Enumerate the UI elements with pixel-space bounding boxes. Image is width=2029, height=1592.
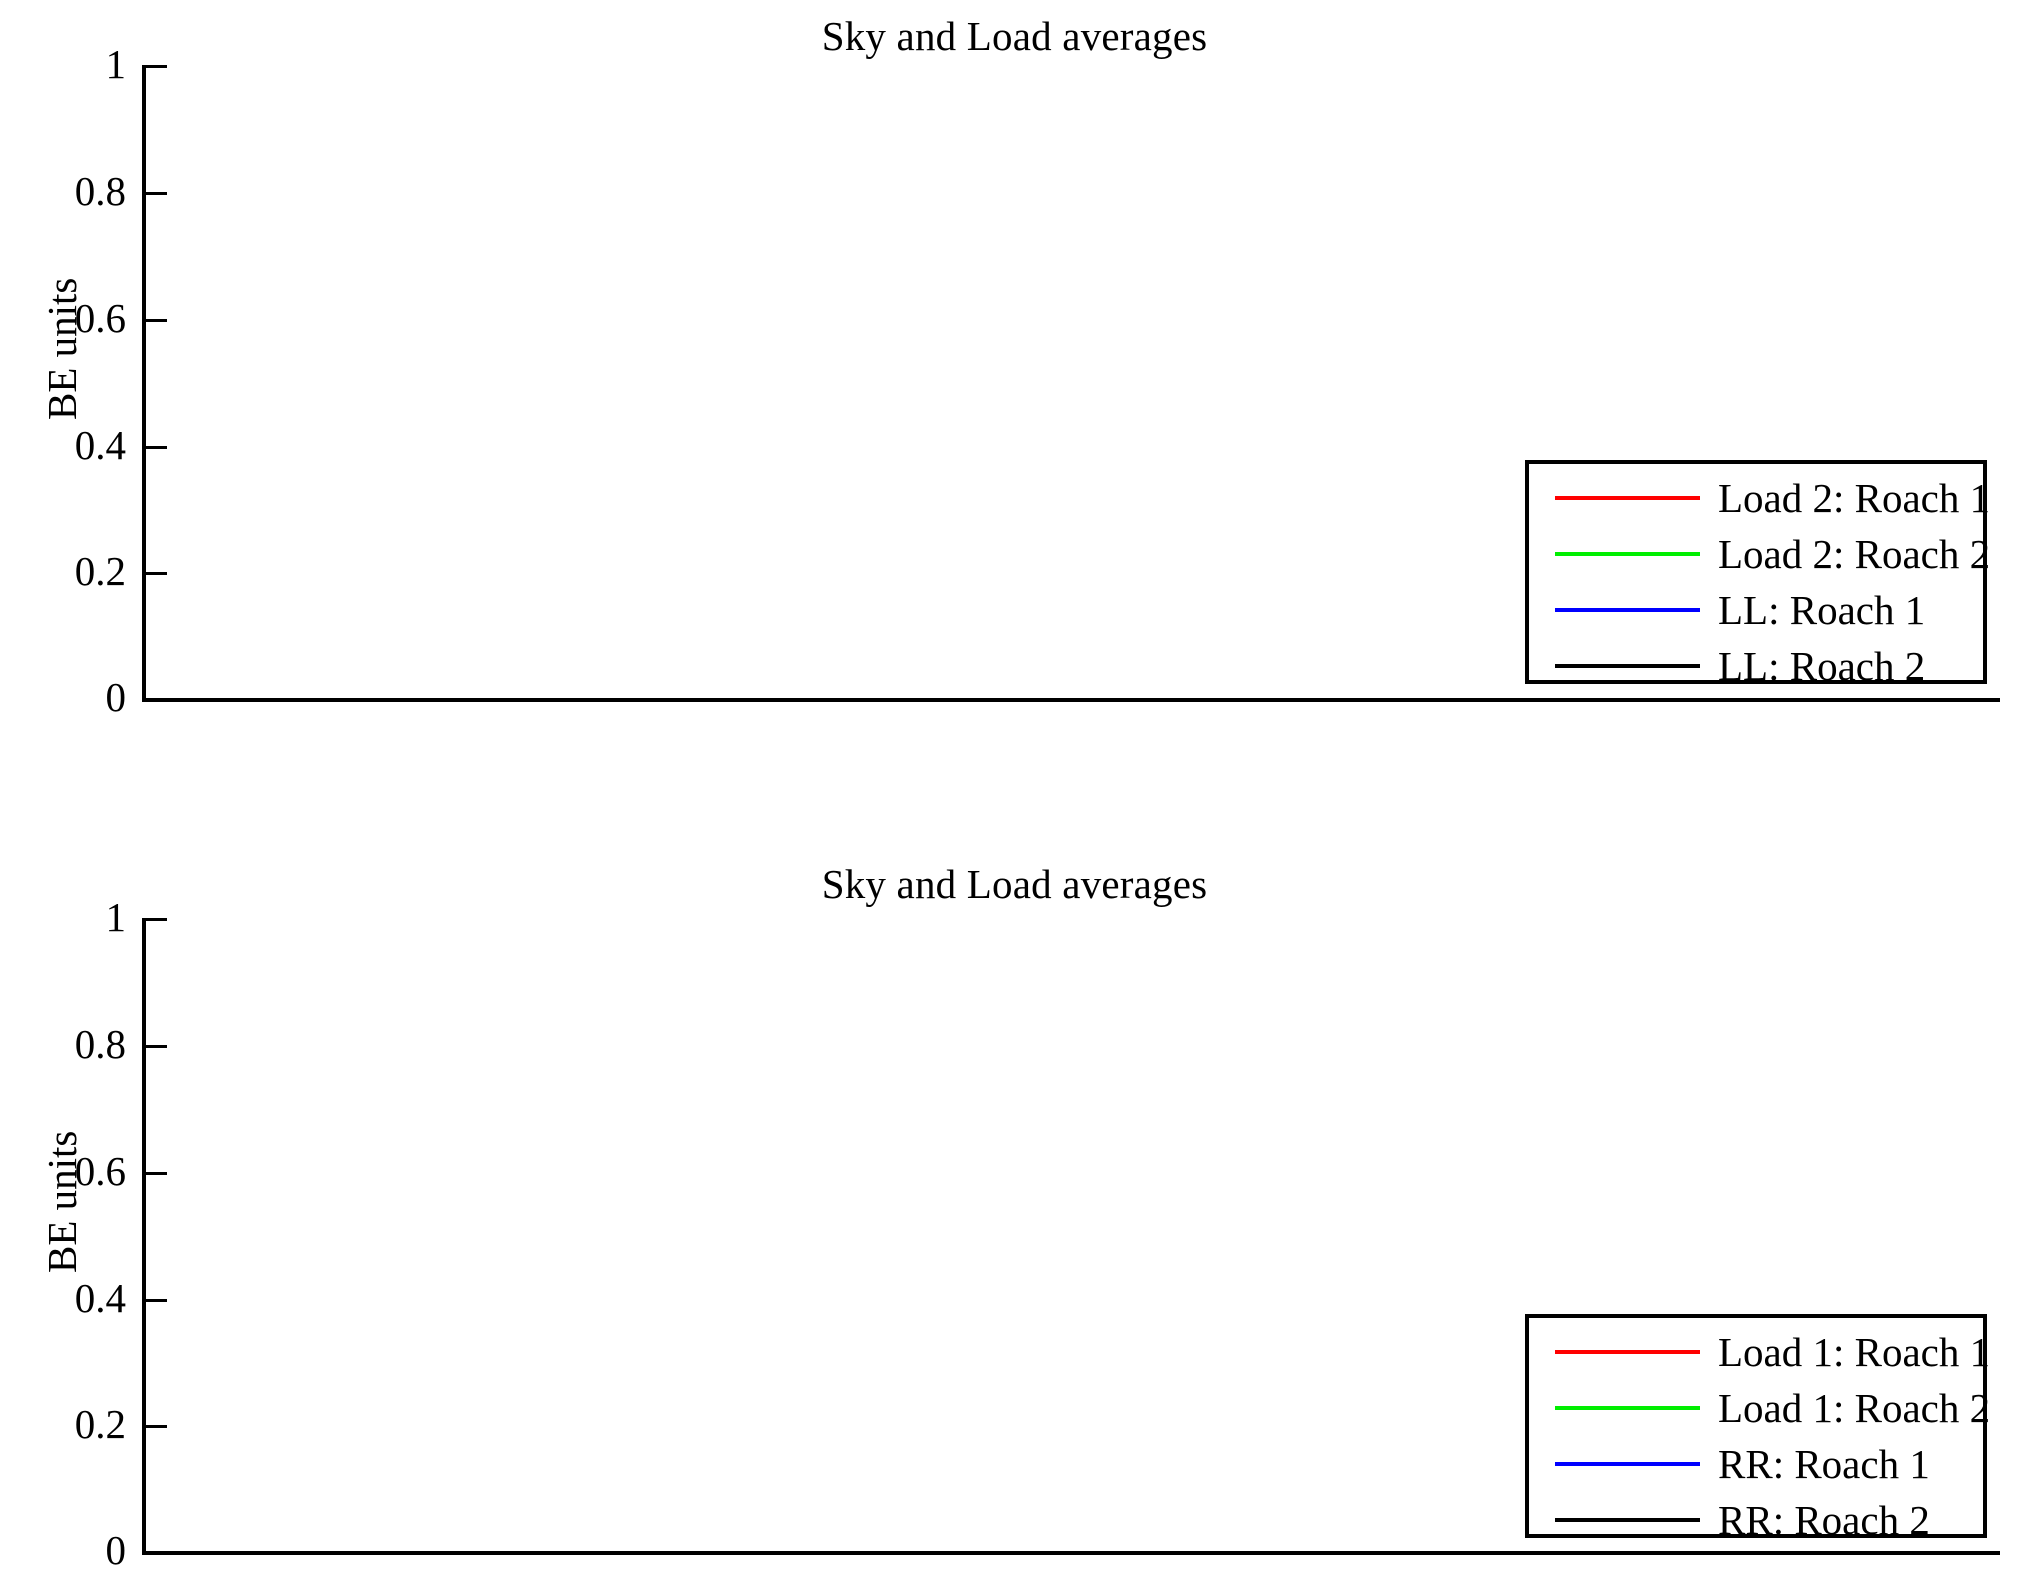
legend-label-bottom-3: RR: Roach 2 (1718, 1496, 1930, 1543)
y-tick-mark-08-bottom (146, 1045, 167, 1048)
y-tick-label-02-bottom: 0.2 (74, 1401, 126, 1447)
y-tick-mark-06-top (146, 319, 167, 322)
y-axis-spine-bottom (142, 918, 146, 1555)
y-tick-mark-0-top (146, 698, 167, 701)
y-tick-label-04-top: 0.4 (74, 422, 126, 468)
legend-line-swatch-red-icon (1555, 1350, 1700, 1354)
y-axis-label-top: BE units (39, 277, 85, 420)
legend-label-top-1: Load 2: Roach 2 (1718, 530, 1991, 577)
legend-line-swatch-red-icon (1555, 496, 1700, 500)
legend-label-top-3: LL: Roach 2 (1718, 642, 1926, 689)
y-tick-label-08-top: 0.8 (74, 168, 126, 214)
legend-label-top-2: LL: Roach 1 (1718, 586, 1926, 633)
legend-item-bottom-0[interactable]: Load 1: Roach 1 (1555, 1324, 2029, 1380)
legend-label-bottom-0: Load 1: Roach 1 (1718, 1328, 1991, 1375)
chart-title-top: Sky and Load averages (821, 13, 1208, 59)
y-tick-label-0-top: 0 (105, 674, 127, 720)
x-axis-spine-top (142, 698, 2000, 702)
legend-label-bottom-1: Load 1: Roach 2 (1718, 1384, 1991, 1431)
legend-line-swatch-green-icon (1555, 552, 1700, 556)
legend-item-top-2[interactable]: LL: Roach 1 (1555, 582, 2029, 638)
y-tick-label-06-bottom: 0.6 (74, 1148, 126, 1194)
legend-line-swatch-blue-icon (1555, 608, 1700, 612)
x-axis-spine-bottom (142, 1551, 2000, 1555)
y-tick-mark-0-bottom (146, 1551, 167, 1554)
y-tick-mark-04-bottom (146, 1299, 167, 1302)
legend-item-top-0[interactable]: Load 2: Roach 1 (1555, 470, 2029, 526)
legend-item-bottom-3[interactable]: RR: Roach 2 (1555, 1492, 2029, 1548)
legend-rows-top: Load 2: Roach 1 Load 2: Roach 2 LL: Roac… (1529, 464, 1990, 686)
legend-bottom[interactable]: Load 1: Roach 1 Load 1: Roach 2 RR: Roac… (1525, 1314, 1990, 1540)
chart-panel-top: Sky and Load averages 1 0.8 0.6 0.4 0.2 … (0, 0, 2029, 790)
legend-line-swatch-blue-icon (1555, 1462, 1700, 1466)
y-tick-label-08-bottom: 0.8 (74, 1021, 126, 1067)
y-axis-spine-top (142, 65, 146, 702)
chart-panel-bottom: Sky and Load averages 1 0.8 0.6 0.4 0.2 … (0, 790, 2029, 1592)
legend-item-bottom-1[interactable]: Load 1: Roach 2 (1555, 1380, 2029, 1436)
y-tick-label-1-bottom: 1 (105, 894, 127, 940)
legend-label-top-0: Load 2: Roach 1 (1718, 474, 1991, 521)
y-tick-mark-1-bottom (146, 918, 167, 921)
legend-item-top-1[interactable]: Load 2: Roach 2 (1555, 526, 2029, 582)
y-tick-mark-08-top (146, 192, 167, 195)
y-tick-mark-02-top (146, 572, 167, 575)
y-tick-mark-02-bottom (146, 1425, 167, 1428)
legend-line-swatch-black-icon (1555, 1518, 1700, 1522)
y-tick-label-1-top: 1 (105, 41, 127, 87)
y-tick-label-02-top: 0.2 (74, 548, 126, 594)
y-tick-label-06-top: 0.6 (74, 295, 126, 341)
y-tick-mark-04-top (146, 446, 167, 449)
y-axis-label-bottom: BE units (39, 1130, 85, 1273)
legend-top[interactable]: Load 2: Roach 1 Load 2: Roach 2 LL: Roac… (1525, 460, 1990, 686)
legend-item-top-3[interactable]: LL: Roach 2 (1555, 638, 2029, 694)
legend-line-swatch-green-icon (1555, 1406, 1700, 1410)
y-tick-mark-1-top (146, 65, 167, 68)
legend-rows-bottom: Load 1: Roach 1 Load 1: Roach 2 RR: Roac… (1529, 1318, 1990, 1540)
y-tick-label-04-bottom: 0.4 (74, 1275, 126, 1321)
y-tick-label-0-bottom: 0 (105, 1527, 127, 1573)
chart-title-bottom: Sky and Load averages (821, 861, 1208, 907)
y-tick-mark-06-bottom (146, 1172, 167, 1175)
legend-label-bottom-2: RR: Roach 1 (1718, 1440, 1930, 1487)
legend-item-bottom-2[interactable]: RR: Roach 1 (1555, 1436, 2029, 1492)
legend-line-swatch-black-icon (1555, 664, 1700, 668)
